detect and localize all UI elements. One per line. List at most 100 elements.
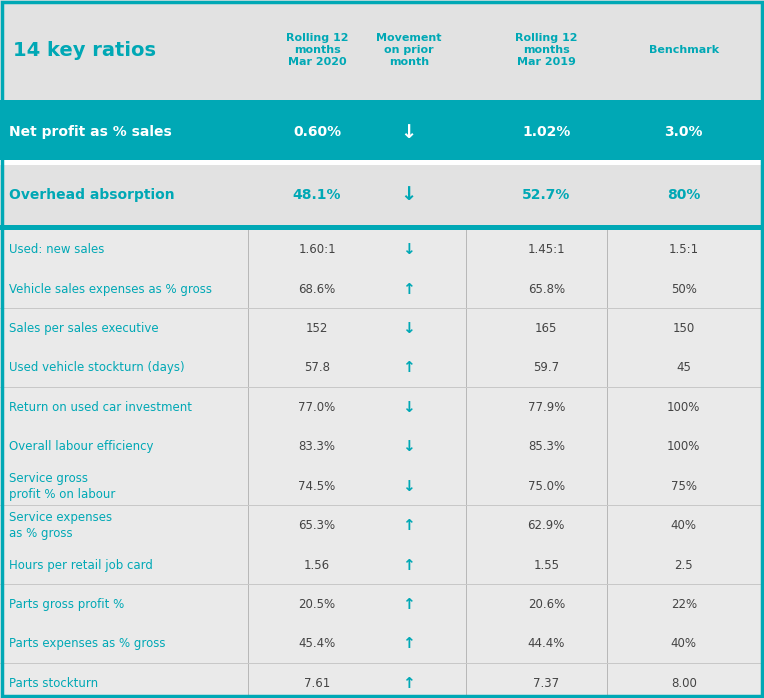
Text: 1.5:1: 1.5:1: [668, 243, 699, 256]
Bar: [0, 225, 764, 230]
Bar: [248, 466, 249, 506]
Bar: [0, 165, 764, 225]
Text: 44.4%: 44.4%: [528, 637, 565, 651]
Text: Parts stockturn: Parts stockturn: [9, 677, 99, 690]
Bar: [607, 545, 608, 585]
Text: 100%: 100%: [667, 401, 701, 414]
Bar: [0, 585, 764, 624]
Text: Net profit as % sales: Net profit as % sales: [9, 126, 172, 140]
Bar: [0, 506, 764, 545]
Bar: [0, 545, 764, 585]
Text: 75%: 75%: [671, 480, 697, 493]
Bar: [248, 427, 249, 466]
Text: Return on used car investment: Return on used car investment: [9, 401, 193, 414]
Text: 8.00: 8.00: [671, 677, 697, 690]
Text: 74.5%: 74.5%: [299, 480, 335, 493]
Text: Movement
on prior
month: Movement on prior month: [376, 33, 442, 68]
Bar: [0, 664, 764, 698]
Text: Rolling 12
months
Mar 2020: Rolling 12 months Mar 2020: [286, 33, 348, 68]
Text: 2.5: 2.5: [675, 558, 693, 572]
Text: 50%: 50%: [671, 283, 697, 296]
Text: Vehicle sales expenses as % gross: Vehicle sales expenses as % gross: [9, 283, 212, 296]
Text: 62.9%: 62.9%: [528, 519, 565, 532]
Text: ↑: ↑: [403, 360, 415, 376]
Text: 77.9%: 77.9%: [528, 401, 565, 414]
Bar: [607, 348, 608, 387]
Bar: [466, 309, 467, 348]
Bar: [248, 585, 249, 624]
Bar: [466, 466, 467, 506]
Text: Used: new sales: Used: new sales: [9, 243, 105, 256]
Text: 57.8: 57.8: [304, 362, 330, 374]
Text: Parts expenses as % gross: Parts expenses as % gross: [9, 637, 166, 651]
Bar: [0, 160, 764, 165]
Text: Overhead absorption: Overhead absorption: [9, 188, 175, 202]
Bar: [248, 545, 249, 585]
Bar: [0, 348, 764, 387]
Text: 45.4%: 45.4%: [299, 637, 335, 651]
Text: 40%: 40%: [671, 637, 697, 651]
Bar: [248, 506, 249, 545]
Bar: [466, 387, 467, 427]
Text: ↓: ↓: [403, 479, 415, 493]
Text: 22%: 22%: [671, 598, 697, 611]
Text: Rolling 12
months
Mar 2019: Rolling 12 months Mar 2019: [515, 33, 578, 68]
Bar: [248, 387, 249, 427]
Text: ↑: ↑: [403, 676, 415, 691]
Text: 45: 45: [676, 362, 691, 374]
Text: 165: 165: [535, 322, 558, 335]
Text: 77.0%: 77.0%: [299, 401, 335, 414]
Text: Parts gross profit %: Parts gross profit %: [9, 598, 125, 611]
Bar: [248, 348, 249, 387]
Bar: [466, 506, 467, 545]
Text: 14 key ratios: 14 key ratios: [13, 40, 156, 59]
Bar: [607, 269, 608, 309]
Text: Overall labour efficiency: Overall labour efficiency: [9, 440, 154, 453]
Bar: [607, 466, 608, 506]
Bar: [0, 230, 764, 269]
Text: 83.3%: 83.3%: [299, 440, 335, 453]
Text: 1.56: 1.56: [304, 558, 330, 572]
Text: 7.61: 7.61: [304, 677, 330, 690]
Bar: [248, 309, 249, 348]
Text: 48.1%: 48.1%: [293, 188, 342, 202]
Text: ↑: ↑: [403, 518, 415, 533]
Text: ↑: ↑: [403, 281, 415, 297]
Bar: [0, 0, 764, 100]
Text: ↓: ↓: [400, 123, 417, 142]
Bar: [466, 664, 467, 698]
Text: 152: 152: [306, 322, 329, 335]
Text: Sales per sales executive: Sales per sales executive: [9, 322, 159, 335]
Bar: [607, 387, 608, 427]
Text: ↓: ↓: [400, 186, 417, 205]
Bar: [466, 230, 467, 269]
Bar: [466, 545, 467, 585]
Text: 3.0%: 3.0%: [665, 126, 703, 140]
Bar: [0, 309, 764, 348]
Bar: [0, 427, 764, 466]
Bar: [607, 585, 608, 624]
Text: 40%: 40%: [671, 519, 697, 532]
Text: ↓: ↓: [403, 321, 415, 336]
Bar: [248, 230, 249, 269]
Bar: [0, 624, 764, 664]
Text: 80%: 80%: [667, 188, 701, 202]
Text: ↑: ↑: [403, 558, 415, 572]
Text: 59.7: 59.7: [533, 362, 559, 374]
Text: 150: 150: [672, 322, 695, 335]
Text: 7.37: 7.37: [533, 677, 559, 690]
Text: 75.0%: 75.0%: [528, 480, 565, 493]
Bar: [607, 427, 608, 466]
Bar: [607, 664, 608, 698]
Text: 1.60:1: 1.60:1: [298, 243, 336, 256]
Bar: [466, 427, 467, 466]
Bar: [607, 230, 608, 269]
Text: ↓: ↓: [403, 439, 415, 454]
Bar: [607, 624, 608, 664]
Text: Benchmark: Benchmark: [649, 45, 719, 55]
Bar: [248, 269, 249, 309]
Text: 1.02%: 1.02%: [522, 126, 571, 140]
Text: Service expenses
as % gross: Service expenses as % gross: [9, 511, 112, 540]
Bar: [0, 387, 764, 427]
Text: ↑: ↑: [403, 597, 415, 612]
